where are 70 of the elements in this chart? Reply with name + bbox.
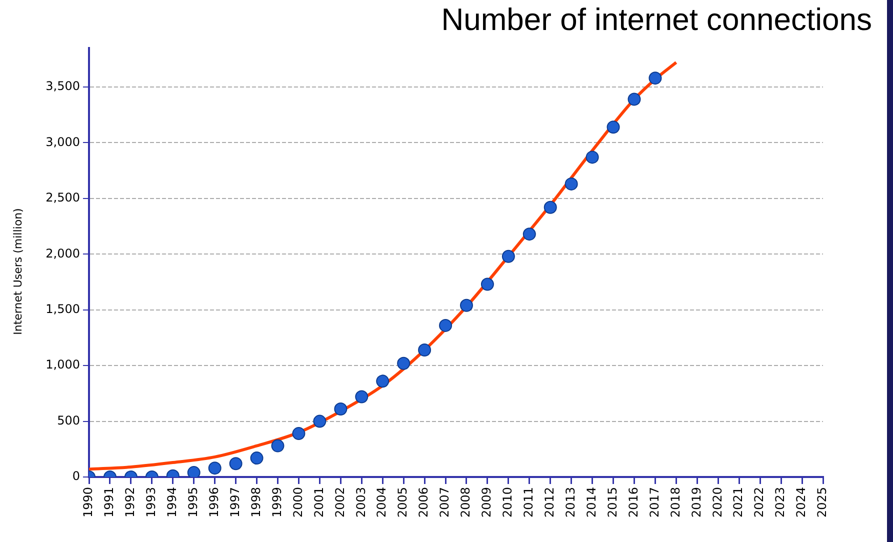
x-tick-label: 2018 <box>668 487 682 518</box>
point <box>439 318 452 332</box>
point <box>606 120 620 134</box>
y-tick-label: 0 <box>72 469 80 484</box>
point <box>229 457 242 470</box>
point <box>397 356 410 370</box>
x-tick-label: 2002 <box>332 487 347 518</box>
x-tick-label: 2015 <box>605 487 620 518</box>
x-tick-label: 2016 <box>626 487 640 518</box>
point <box>271 439 284 452</box>
y-tick-label: 1,500 <box>46 302 80 316</box>
point <box>522 228 536 241</box>
x-tick-label: 2011 <box>522 487 536 518</box>
point <box>502 250 515 263</box>
y-tick-label: 3,500 <box>46 79 80 94</box>
x-tick-label: 1993 <box>144 487 158 518</box>
x-tick-label: 1996 <box>206 487 221 518</box>
point <box>187 466 200 477</box>
point <box>544 200 557 214</box>
x-tick-label: 2006 <box>416 487 431 518</box>
point <box>628 92 641 106</box>
point <box>334 402 348 416</box>
point <box>418 343 432 356</box>
x-tick-label: 2004 <box>374 487 389 518</box>
y-axis-title: Internet Users (million) <box>12 207 24 337</box>
x-tick-label: 1997 <box>228 487 242 518</box>
y-tick-label: 2,000 <box>46 246 80 260</box>
point <box>292 427 306 440</box>
point <box>586 150 599 164</box>
x-tick-label: 2019 <box>689 487 704 518</box>
x-tick-label: 2001 <box>312 487 326 518</box>
x-tick-label: 2014 <box>584 487 598 518</box>
x-tick-label: 2003 <box>354 487 368 518</box>
x-tick-label: 2007 <box>438 487 452 518</box>
y-tick-label: 1,000 <box>46 358 80 372</box>
chart-title: Number of internet connections <box>441 2 872 38</box>
x-tick-label: 1994 <box>165 487 180 518</box>
x-tick-label: 2000 <box>290 487 305 518</box>
x-tick-label: 2013 <box>563 487 578 518</box>
point <box>564 177 578 190</box>
x-tick-label: 2024 <box>794 487 808 518</box>
x-tick-label: 2012 <box>542 487 556 518</box>
y-tick-label: 500 <box>57 413 80 428</box>
x-tick-label: 2010 <box>500 487 515 518</box>
point <box>313 414 326 428</box>
x-tick-label: 1991 <box>102 487 116 518</box>
x-tick-label: 2025 <box>815 487 830 518</box>
x-tick-label: 2021 <box>731 487 746 518</box>
x-tick-label: 2009 <box>480 487 494 518</box>
point <box>355 390 368 404</box>
x-tick-label: 1990 <box>81 487 96 518</box>
y-tick-label: 2,500 <box>46 190 80 205</box>
point <box>460 298 473 312</box>
point <box>480 278 494 291</box>
x-tick-label: 2017 <box>647 487 662 518</box>
point <box>648 72 662 85</box>
x-tick-label: 1995 <box>186 487 200 518</box>
y-tick-label: 3,000 <box>46 134 80 149</box>
x-tick-label: 2020 <box>710 487 724 518</box>
line-series <box>89 60 678 471</box>
x-tick-label: 1998 <box>248 487 263 518</box>
x-tick-label: 2022 <box>752 487 766 518</box>
x-tick-label: 2023 <box>773 487 788 518</box>
x-tick-label: 2005 <box>396 487 410 518</box>
x-tick-label: 1992 <box>123 487 138 518</box>
x-tick-label: 1999 <box>270 487 284 518</box>
point <box>250 452 264 465</box>
point <box>376 374 390 388</box>
x-tick-label: 2008 <box>458 487 473 518</box>
point <box>208 462 222 475</box>
